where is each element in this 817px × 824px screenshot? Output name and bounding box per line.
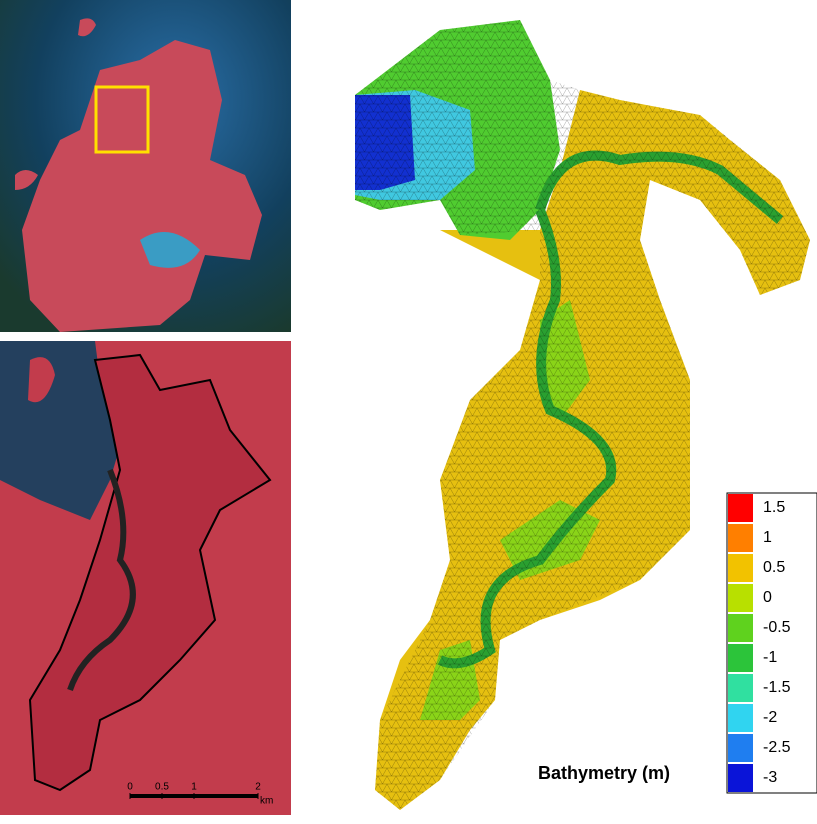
legend-label: -1 [763,649,777,666]
legend-swatch [728,614,753,642]
legend-label: -2.5 [763,739,791,756]
legend-swatch [728,674,753,702]
legend-label: -1.5 [763,679,791,696]
legend-swatch [728,704,753,732]
legend-swatch [728,644,753,672]
legend-label: 1.5 [763,499,785,516]
legend-swatch [728,764,753,792]
satellite-overview [0,0,291,332]
scale-unit: km [260,796,273,807]
legend-label: 1 [763,529,772,546]
legend-label: -0.5 [763,619,791,636]
legend-swatch [728,734,753,762]
legend-label: 0.5 [763,559,785,576]
scale-tick-label: 0 [127,782,133,793]
scale-tick-label: 2 [255,782,261,793]
legend-label: 0 [763,589,772,606]
legend-label: -2 [763,709,777,726]
legend-swatch [728,524,753,552]
legend-swatch [728,494,753,522]
legend-swatch [728,554,753,582]
satellite-detail [0,341,291,815]
legend-label: -3 [763,769,777,786]
figure: 0 0.5 1 2 km Bathymetry (m) 1.5 1 0.5 0 -0.5 -1 -1… [0,0,817,824]
scale-tick-label: 1 [191,782,197,793]
scale-tick-label: 0.5 [155,782,169,793]
legend-title: Bathymetry (m) [538,763,670,783]
legend-swatch [728,584,753,612]
